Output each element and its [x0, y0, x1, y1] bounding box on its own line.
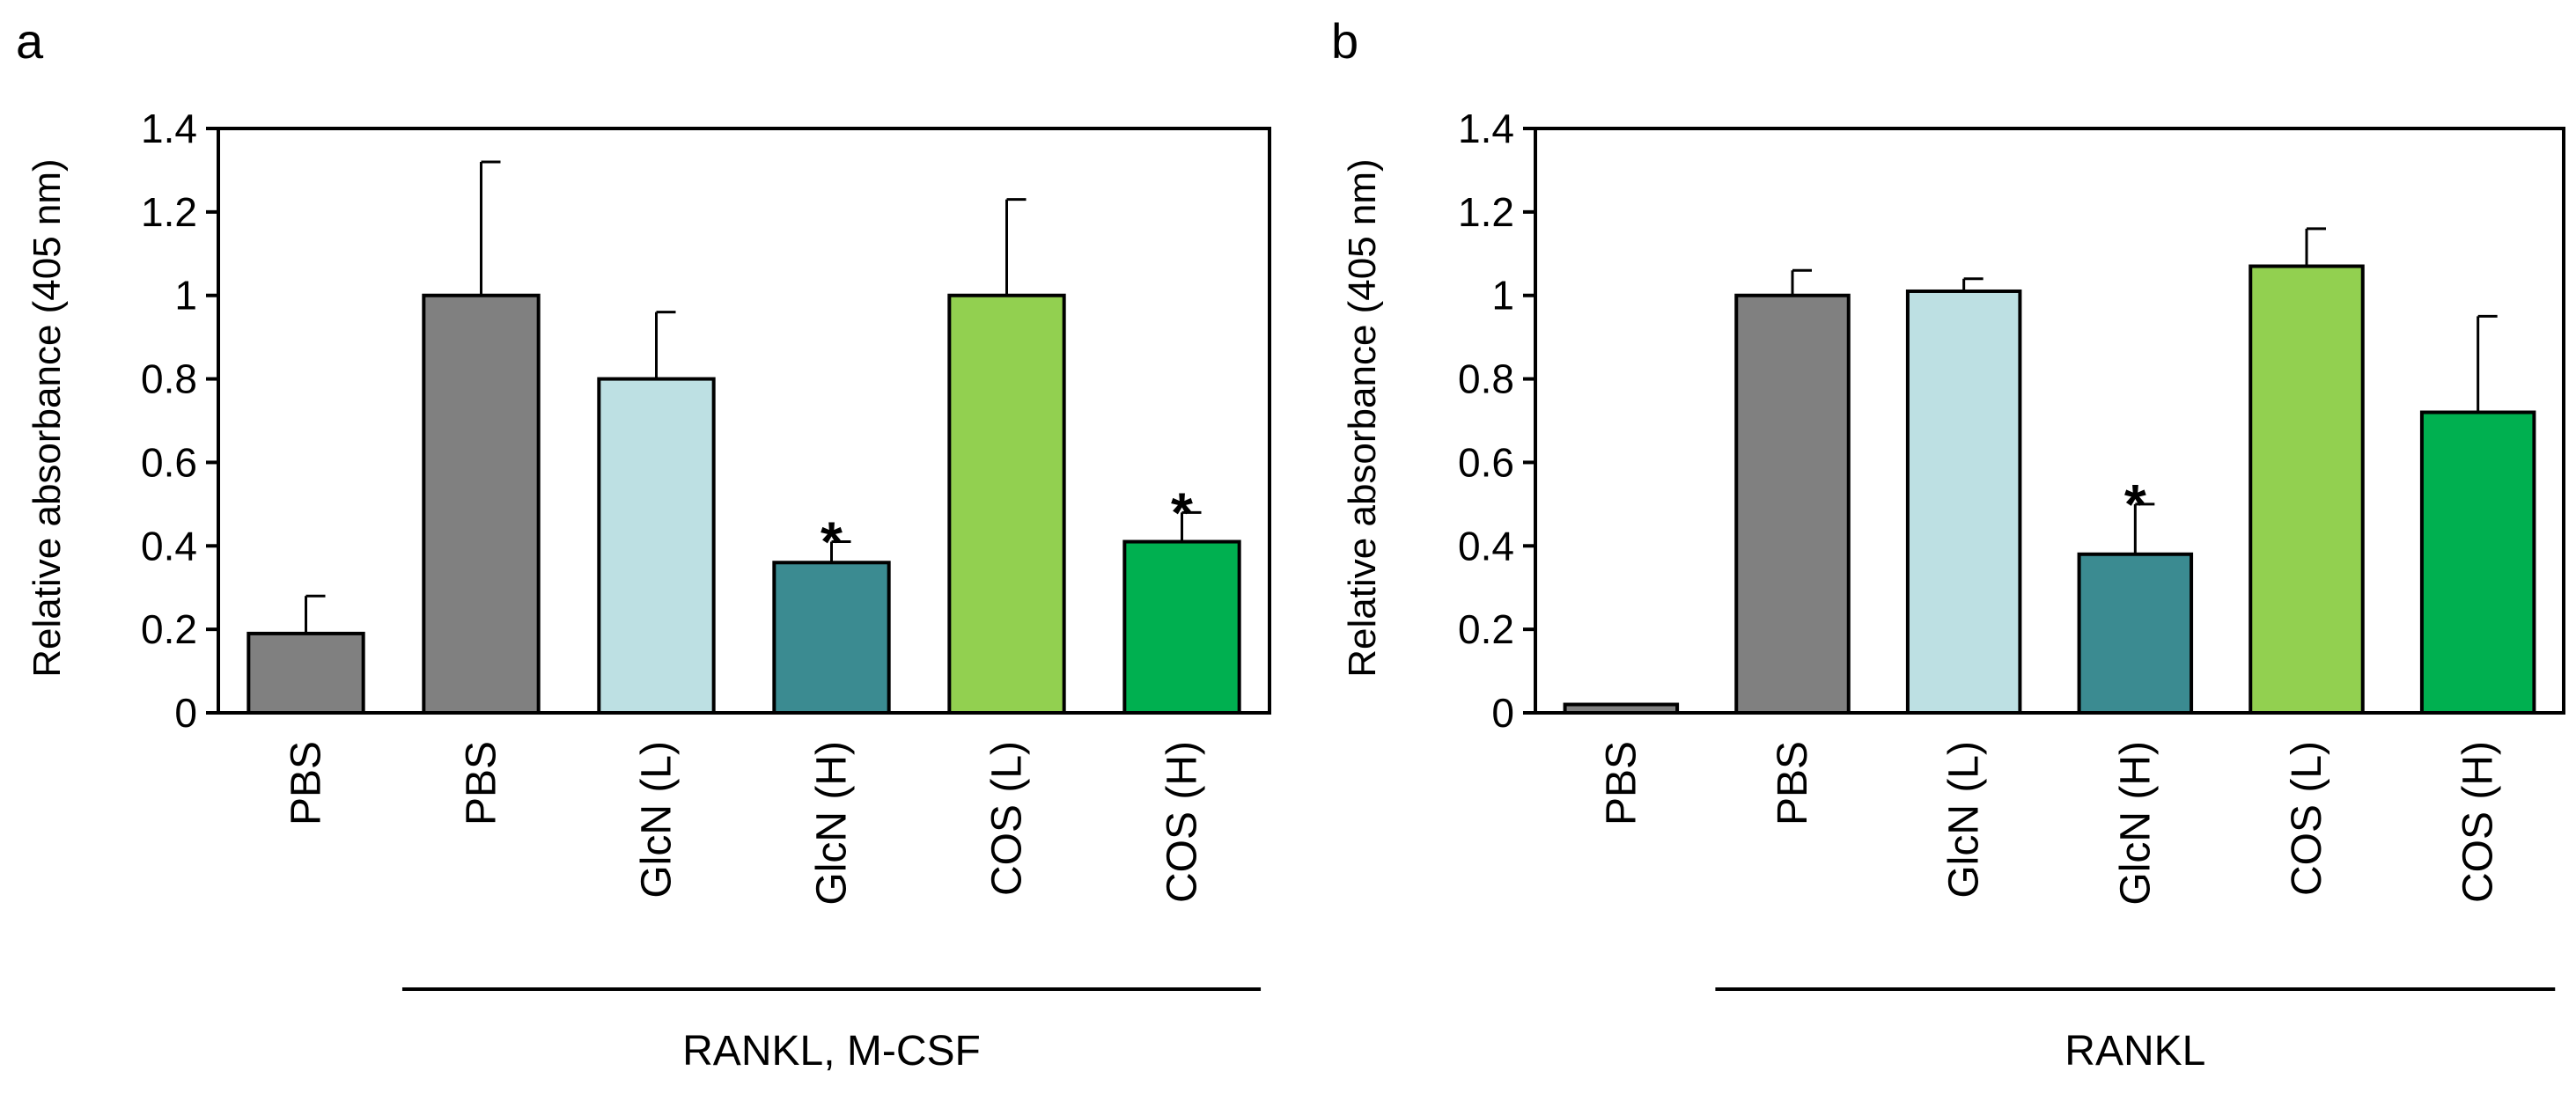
panel-b-y-tick-label: 1 — [1491, 273, 1514, 319]
panel-b-y-tick-label: 0.2 — [1458, 606, 1514, 652]
bar — [2248, 264, 2365, 715]
panel-a-x-axis: PBS PBS GlcN (L) GlcN (H) COS (L) COS (H… — [283, 741, 1206, 906]
bar — [2419, 410, 2536, 715]
panel-b-group-label: RANKL — [2064, 1028, 2205, 1075]
panel-b-y-tick-label: 1.2 — [1458, 189, 1514, 235]
panel-b-x-category-label: COS (H) — [2455, 741, 2502, 903]
panel-b-sig-marker: * — [2124, 473, 2146, 536]
panel-a-y-tick-label: 0.8 — [141, 356, 197, 402]
panel-a-group-label: RANKL, M-CSF — [682, 1028, 981, 1075]
panel-a-sig-marker: * — [1171, 480, 1193, 544]
panel-b-x-category-label: GlcN (L) — [1941, 741, 1988, 899]
panel-a-y-tick-label: 1 — [174, 273, 197, 319]
panel-a-error-bars — [305, 160, 1202, 634]
bar — [247, 631, 365, 715]
bar — [1905, 289, 2022, 715]
panel-b-significance: * — [2124, 473, 2146, 536]
panel-a-x-category-label: COS (L) — [984, 741, 1031, 896]
panel-b-x-category-label: PBS — [1770, 741, 1816, 825]
panel-b-x-category-label: GlcN (H) — [2112, 741, 2159, 906]
bar — [1122, 539, 1241, 715]
panel-a-x-category-label: COS (H) — [1159, 741, 1206, 903]
panel-a-sig-marker: * — [821, 510, 843, 574]
panel-a-x-category-label: GlcN (L) — [634, 741, 681, 899]
panel-b-x-category-label: PBS — [1598, 741, 1645, 825]
panel-b: b Relative absorbance (405 nm) 0 0.2 0.4… — [1331, 13, 2565, 1075]
panel-b-y-tick-label: 0.8 — [1458, 356, 1514, 402]
panel-b-bars — [1563, 264, 2536, 715]
panel-b-y-axis: Relative absorbance (405 nm) 0 0.2 0.4 0… — [1341, 106, 1514, 736]
panel-a-y-tick-label: 0.6 — [141, 439, 197, 485]
panel-b-error-bars — [1791, 227, 2498, 554]
panel-a-x-category-label: PBS — [459, 741, 505, 825]
panel-b-x-axis: PBS PBS GlcN (L) GlcN (H) COS (L) COS (H… — [1598, 741, 2501, 906]
panel-b-x-category-label: COS (L) — [2284, 741, 2330, 896]
bar — [2077, 552, 2194, 715]
panel-a-x-category-label: PBS — [283, 741, 330, 825]
panel-a-x-category-label: GlcN (H) — [809, 741, 856, 906]
bar — [947, 293, 1066, 715]
panel-b-y-tick-label: 0.6 — [1458, 439, 1514, 485]
panel-a-plot-frame — [217, 127, 1271, 715]
panel-b-y-axis-title: Relative absorbance (405 nm) — [1341, 158, 1384, 677]
bar — [1563, 702, 1680, 715]
panel-a-y-tick-label: 1.2 — [141, 189, 197, 235]
panel-a-significance: * * — [821, 480, 1193, 573]
panel-a-tick-marks — [206, 127, 218, 715]
panel-a-y-tick-label: 0.2 — [141, 606, 197, 652]
panel-a-y-tick-label: 1.4 — [141, 106, 197, 151]
panel-b-y-tick-label: 0 — [1491, 690, 1514, 736]
bar — [597, 377, 716, 715]
panel-a-y-tick-label: 0.4 — [141, 523, 197, 569]
panel-b-letter: b — [1331, 13, 1358, 69]
panel-b-tick-marks — [1523, 127, 1535, 715]
panel-a-y-axis-title: Relative absorbance (405 nm) — [26, 158, 69, 677]
bar — [422, 293, 541, 715]
panel-a-bars — [247, 293, 1241, 715]
bar — [772, 561, 891, 715]
panel-b-y-tick-label: 1.4 — [1458, 106, 1514, 151]
panel-a-letter: a — [16, 13, 44, 69]
panel-a-y-axis: Relative absorbance (405 nm) 0 0.2 0.4 0… — [26, 106, 197, 736]
panel-b-plot-frame — [1534, 127, 2565, 715]
panel-a: a Relative absorbance (405 nm) 0 0.2 0.4… — [16, 13, 1271, 1075]
panel-b-y-tick-label: 0.4 — [1458, 523, 1514, 569]
bar — [1734, 293, 1851, 715]
panel-a-y-tick-label: 0 — [174, 690, 197, 736]
